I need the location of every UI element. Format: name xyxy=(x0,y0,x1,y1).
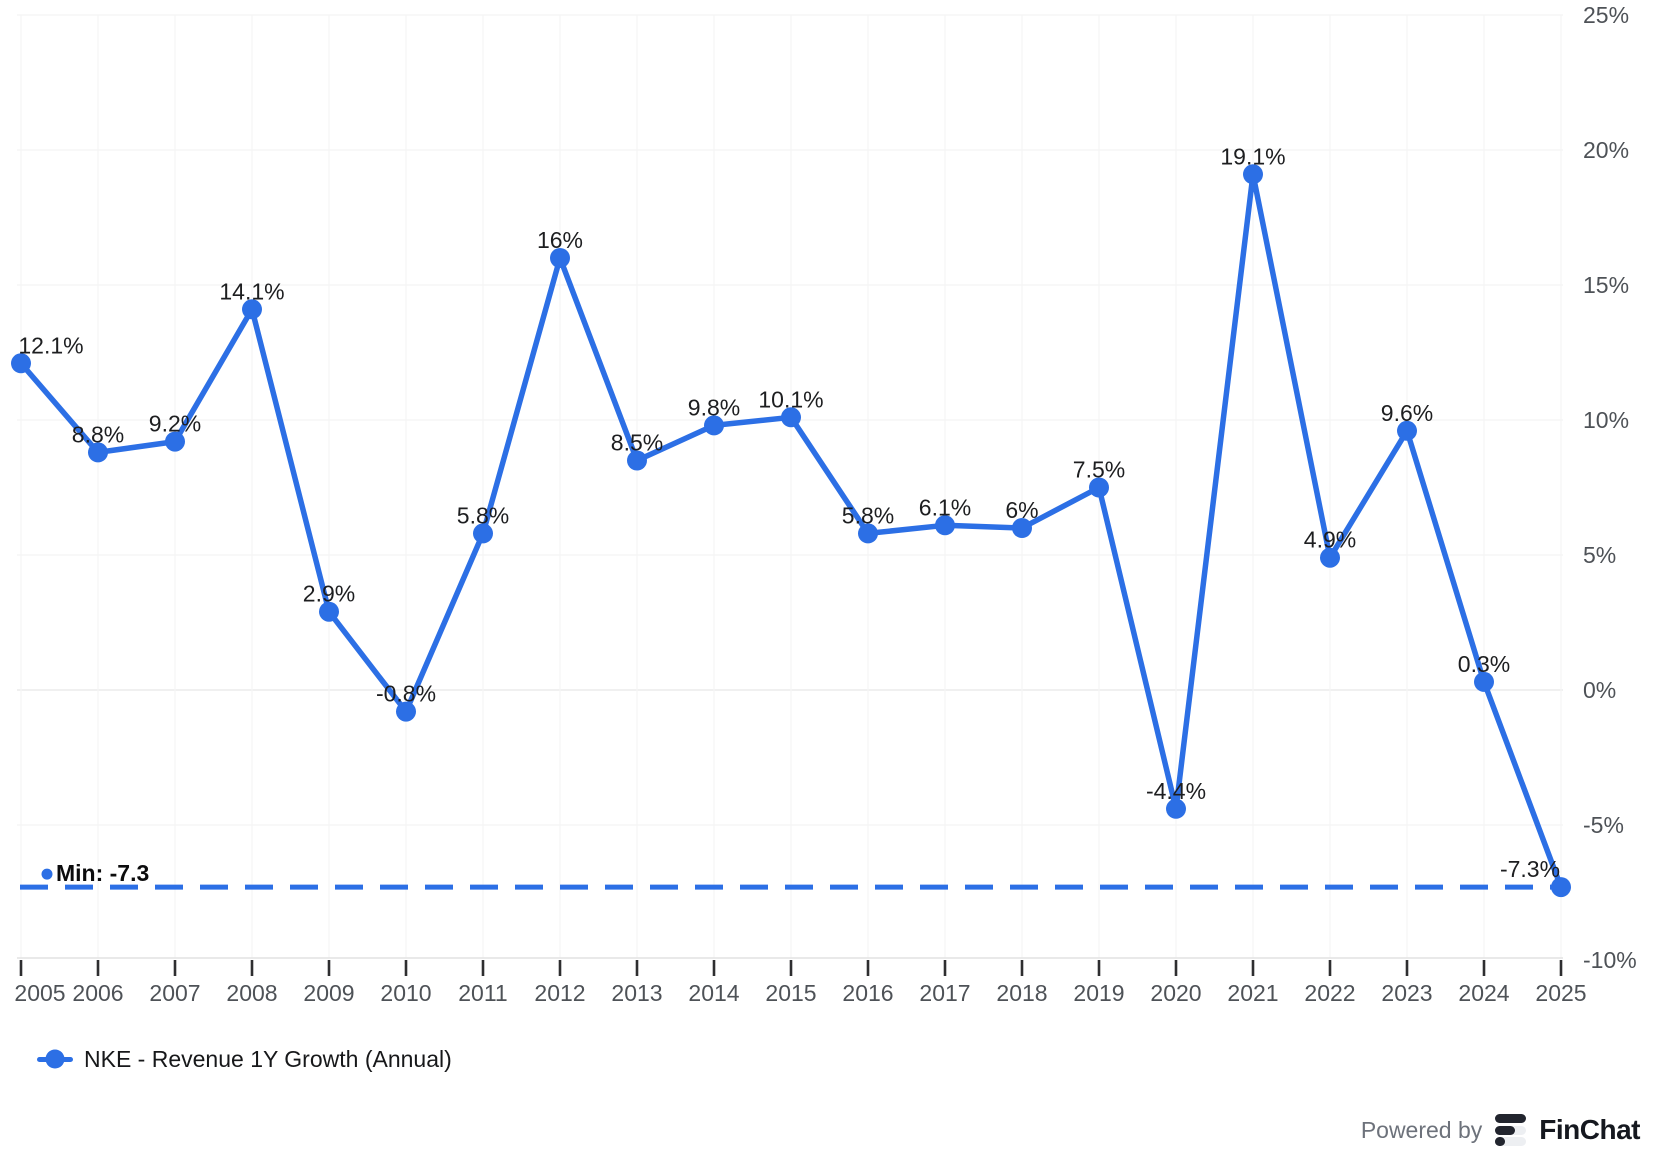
y-tick-label: 10% xyxy=(1583,407,1629,433)
data-point[interactable] xyxy=(627,450,647,471)
y-tick-label: 20% xyxy=(1583,137,1629,163)
x-tick-label: 2009 xyxy=(303,980,354,1006)
x-tick-label: 2021 xyxy=(1227,980,1278,1006)
x-tick-label: 2018 xyxy=(996,980,1047,1006)
data-point-label: 7.5% xyxy=(1073,457,1125,483)
data-point-label: 10.1% xyxy=(758,386,823,412)
data-point-label: 5.8% xyxy=(842,502,894,528)
data-point-label: 9.8% xyxy=(688,394,740,420)
data-point[interactable] xyxy=(935,515,955,536)
data-point[interactable] xyxy=(858,523,878,544)
x-tick-label: 2005 xyxy=(14,980,65,1006)
data-point[interactable] xyxy=(319,601,339,622)
x-tick-label: 2019 xyxy=(1073,980,1124,1006)
data-point-label: 0.3% xyxy=(1458,651,1510,677)
legend-item[interactable]: NKE - Revenue 1Y Growth (Annual) xyxy=(37,1044,452,1074)
data-point-label: -7.3% xyxy=(1500,856,1560,882)
data-point-label: 16% xyxy=(537,227,583,253)
legend-line-marker-icon xyxy=(37,1049,73,1069)
powered-by-text: Powered by xyxy=(1360,1116,1483,1143)
data-point[interactable] xyxy=(1166,798,1186,819)
x-tick-label: 2014 xyxy=(688,980,739,1006)
data-point-label: 9.2% xyxy=(149,411,201,437)
data-point[interactable] xyxy=(11,353,31,374)
data-point[interactable] xyxy=(396,701,416,722)
data-point-label: 12.1% xyxy=(18,332,83,358)
data-point-label: 8.8% xyxy=(72,421,124,447)
x-tick-label: 2006 xyxy=(72,980,123,1006)
x-tick-label: 2017 xyxy=(919,980,970,1006)
data-point-label: -0.8% xyxy=(376,681,436,707)
min-annotation-label: Min: -7.3 xyxy=(56,860,149,886)
data-point[interactable] xyxy=(1320,547,1340,568)
min-annotation-dot-icon xyxy=(41,868,53,880)
data-point[interactable] xyxy=(1243,164,1263,185)
data-point[interactable] xyxy=(1551,877,1571,898)
finchat-brand-text: FinChat xyxy=(1539,1114,1640,1145)
growth-chart-svg: 2005 2006 2007 2008 2009 2010 2011 2012 2013 2014… xyxy=(11,2,1637,1006)
data-point[interactable] xyxy=(1012,518,1032,538)
data-point-label: 5.8% xyxy=(457,502,509,528)
x-tick-label: 2020 xyxy=(1150,980,1201,1006)
data-point[interactable] xyxy=(1089,477,1109,498)
x-tick-label: 2013 xyxy=(611,980,662,1006)
y-tick-label: 5% xyxy=(1583,542,1616,568)
x-tick-label: 2007 xyxy=(149,980,200,1006)
x-tick-label: 2012 xyxy=(534,980,585,1006)
x-tick-label: 2024 xyxy=(1458,980,1509,1006)
x-tick-label: 2025 xyxy=(1535,980,1586,1006)
data-point[interactable] xyxy=(1397,420,1417,441)
y-tick-label: -10% xyxy=(1583,947,1637,973)
data-point-label: 6% xyxy=(1005,497,1038,523)
data-point-label: -4.4% xyxy=(1146,778,1206,804)
y-tick-label: 25% xyxy=(1583,2,1629,28)
footer: Powered by FinChat xyxy=(1361,1108,1640,1152)
x-tick-label: 2022 xyxy=(1304,980,1355,1006)
x-tick-label: 2011 xyxy=(458,980,507,1006)
data-point[interactable] xyxy=(781,407,801,428)
x-tick-label: 2023 xyxy=(1381,980,1432,1006)
data-point-label: 4.9% xyxy=(1304,527,1356,553)
legend-dot-icon xyxy=(45,1049,65,1069)
y-tick-label: -5% xyxy=(1583,812,1624,838)
x-tick-label: 2010 xyxy=(380,980,431,1006)
data-point-label: 19.1% xyxy=(1220,143,1285,169)
data-point[interactable] xyxy=(242,299,262,320)
data-point[interactable] xyxy=(165,431,185,452)
data-point-label: 14.1% xyxy=(219,278,284,304)
data-point[interactable] xyxy=(473,523,493,544)
data-point[interactable] xyxy=(1474,671,1494,692)
legend-label: NKE - Revenue 1Y Growth (Annual) xyxy=(84,1045,452,1072)
data-point[interactable] xyxy=(550,248,570,268)
data-point-label: 9.6% xyxy=(1381,400,1433,426)
y-tick-label: 15% xyxy=(1583,272,1629,298)
finchat-logo-icon xyxy=(1495,1114,1527,1146)
data-point-label: 2.9% xyxy=(303,581,355,607)
x-tick-label: 2008 xyxy=(226,980,277,1006)
x-tick-label: 2015 xyxy=(765,980,816,1006)
y-tick-label: 0% xyxy=(1583,677,1616,703)
x-tick-label: 2016 xyxy=(842,980,893,1006)
data-point[interactable] xyxy=(88,442,108,463)
data-point-label: 6.1% xyxy=(919,494,971,520)
data-point-label: 8.5% xyxy=(611,430,663,456)
data-point[interactable] xyxy=(704,415,724,436)
